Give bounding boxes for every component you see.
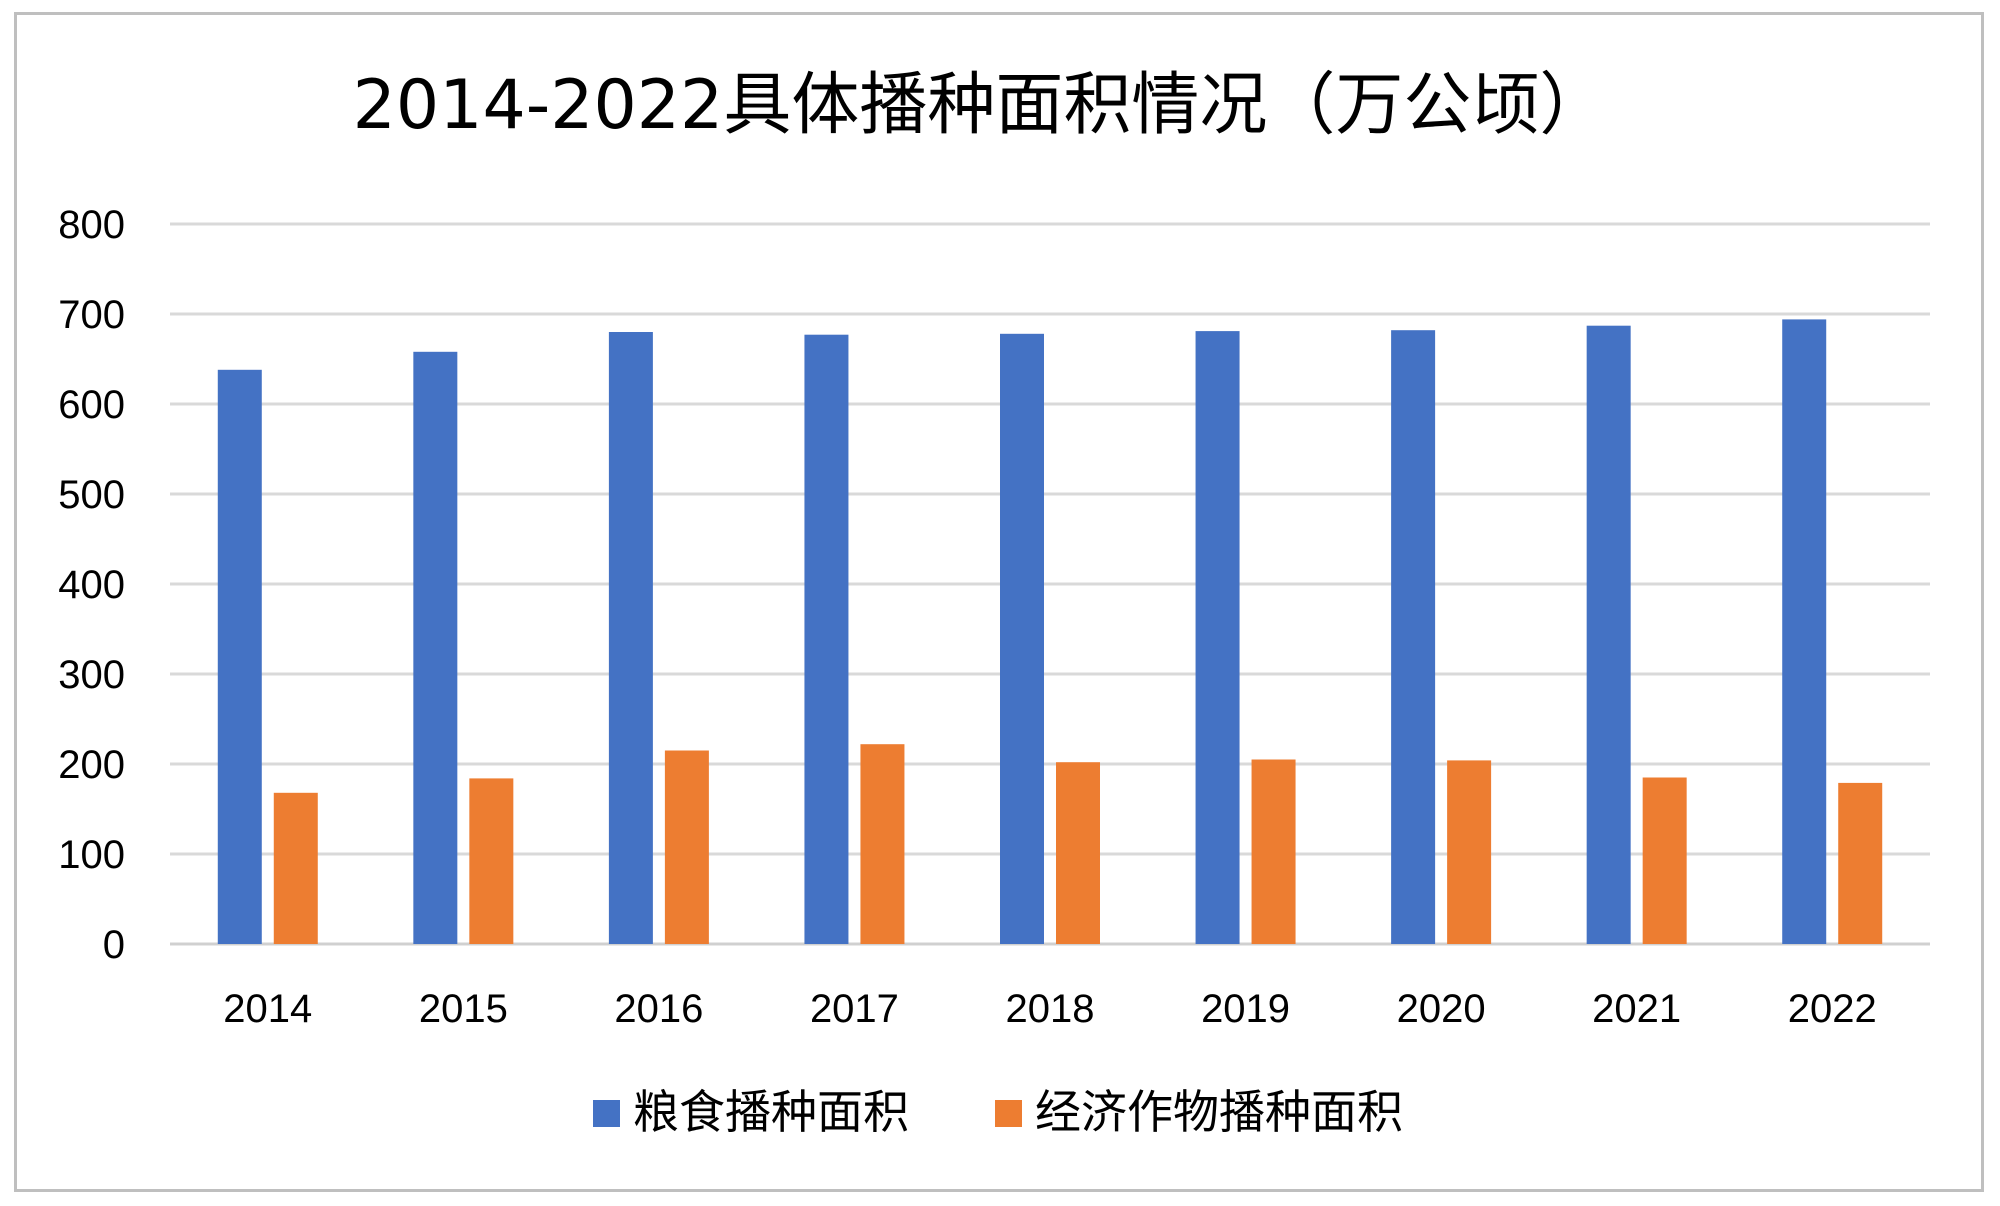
bar-cash-crop-2015 <box>469 778 514 944</box>
bar-grain-2018 <box>1000 333 1044 944</box>
bar-cash-crop-2019 <box>1251 759 1296 944</box>
legend-swatch <box>593 1100 620 1127</box>
y-tick-label: 500 <box>58 473 125 517</box>
bar-grain-2021 <box>1586 325 1631 944</box>
bar-cash-crop-2018 <box>1056 762 1100 944</box>
bar-grain-2022 <box>1782 319 1827 944</box>
y-tick-label: 700 <box>58 293 125 337</box>
legend: 粮食播种面积 经济作物播种面积 <box>593 1085 1403 1139</box>
x-tick-label: 2015 <box>419 987 508 1031</box>
y-axis-ticks: 0 100 200 300 400 500 600 700 800 <box>58 203 125 967</box>
bar-cash-crop-2020 <box>1447 760 1492 944</box>
x-tick-label: 2019 <box>1201 987 1290 1031</box>
legend-swatch <box>995 1100 1022 1127</box>
legend-label: 经济作物播种面积 <box>1035 1085 1403 1139</box>
bar-cash-crop-2017 <box>860 744 905 944</box>
y-tick-label: 100 <box>58 833 125 877</box>
y-tick-label: 400 <box>58 563 125 607</box>
bar-grain-2016 <box>608 332 653 944</box>
y-tick-label: 800 <box>58 203 125 247</box>
x-tick-label: 2021 <box>1592 987 1681 1031</box>
gridlines <box>170 222 1930 946</box>
bar-grain-2017 <box>804 334 849 944</box>
chart-title: 2014-2022具体播种面积情况（万公顷） <box>353 66 1608 145</box>
x-tick-label: 2018 <box>1006 987 1095 1031</box>
y-tick-label: 600 <box>58 383 125 427</box>
bar-cash-crop-2022 <box>1838 782 1883 944</box>
x-tick-label: 2022 <box>1788 987 1877 1031</box>
x-tick-label: 2014 <box>223 987 312 1031</box>
bar-cash-crop-2014 <box>273 792 318 944</box>
bar-grain-2014 <box>217 369 262 944</box>
bar-cash-crop-2016 <box>664 750 709 944</box>
legend-label: 粮食播种面积 <box>633 1085 909 1139</box>
bar-grain-2019 <box>1195 331 1240 945</box>
x-tick-label: 2020 <box>1397 987 1486 1031</box>
chart-frame <box>14 12 1984 1192</box>
bar-grain-2015 <box>413 351 458 944</box>
y-tick-label: 200 <box>58 743 125 787</box>
y-tick-label: 300 <box>58 653 125 697</box>
x-axis-ticks: 2014 2015 2016 2017 2018 2019 2020 2021 2022 <box>223 987 1876 1031</box>
x-tick-label: 2017 <box>810 987 899 1031</box>
x-tick-label: 2016 <box>614 987 703 1031</box>
y-tick-label: 0 <box>103 923 125 967</box>
bars <box>217 319 1883 945</box>
bar-cash-crop-2021 <box>1642 777 1687 944</box>
bar-grain-2020 <box>1391 330 1436 944</box>
